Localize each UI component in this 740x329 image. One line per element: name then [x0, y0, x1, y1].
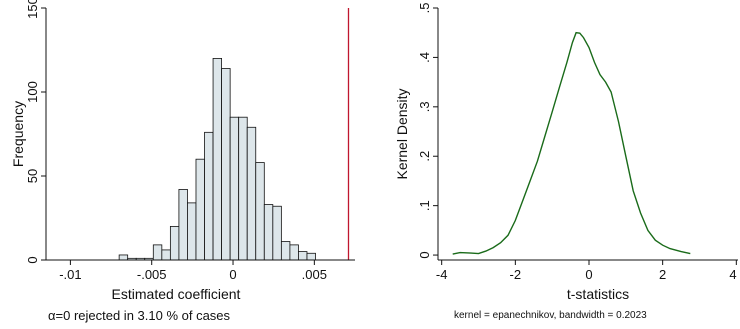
histogram-y-tick-label: 150: [25, 0, 40, 19]
density-y-tick-label: .3: [417, 101, 432, 112]
histogram-bars: [118, 58, 316, 261]
density-x-tick-label: -2: [510, 267, 522, 282]
histogram-x-axis-label: Estimated coefficient: [112, 286, 241, 302]
density-x-tick-label: 4: [729, 267, 736, 282]
histogram-bar: [229, 116, 240, 261]
density-y-tick-label: .2: [417, 151, 432, 162]
density-y-axis-label: Kernel Density: [394, 88, 410, 179]
histogram-bar: [289, 244, 299, 261]
histogram-bar: [161, 249, 171, 261]
histogram-y-tick-label: 0: [25, 256, 40, 263]
density-y-tick-label: .1: [417, 200, 432, 211]
histogram-bar: [263, 204, 274, 261]
histogram-bar: [118, 254, 129, 261]
density-y-tick-label: .5: [417, 3, 432, 14]
histogram-bar: [306, 252, 316, 261]
histogram-y-tick-label: 100: [25, 81, 40, 103]
density-x-axis-label: t-statistics: [567, 286, 629, 302]
histogram-bar: [212, 58, 223, 261]
histogram-panel: -.01 -.005 0 .005 0 50 100 150 Estimated coeffi…: [10, 0, 355, 323]
histogram-bar: [187, 202, 197, 261]
density-note: kernel = epanechnikov, bandwidth = 0.202…: [454, 310, 647, 321]
histogram-bar: [204, 131, 214, 261]
density-curve: [452, 31, 691, 255]
histogram-bar: [255, 162, 265, 261]
histogram-axes: -.01 -.005 0 .005 0 50 100 150: [25, 0, 355, 282]
histogram-bar: [280, 241, 291, 261]
histogram-bar: [246, 126, 257, 261]
histogram-y-tick-label: 50: [25, 169, 40, 183]
histogram-bar: [178, 189, 188, 261]
histogram-bar: [169, 225, 180, 261]
histogram-bar: [238, 116, 248, 261]
histogram-x-tick-label: 0: [229, 267, 236, 282]
histogram-x-tick-label: -.005: [137, 267, 167, 282]
density-y-tick-label: .4: [417, 52, 432, 63]
density-x-tick-label: 0: [585, 267, 592, 282]
density-line-group: [452, 31, 691, 255]
density-axes: -4 -2 0 2 4 0 .1 .2 .3 .4 .5: [417, 3, 738, 282]
density-y-tick-label: 0: [417, 251, 432, 258]
histogram-y-axis-label: Frequency: [10, 101, 26, 167]
histogram-note: α=0 rejected in 3.10 % of cases: [48, 308, 231, 323]
histogram-x-tick-label: .005: [302, 267, 327, 282]
density-x-tick-label: -4: [436, 267, 448, 282]
histogram-bar: [298, 251, 308, 261]
histogram-bar: [272, 205, 282, 261]
histogram-bar: [221, 68, 231, 261]
histogram-x-tick-label: -.01: [59, 267, 81, 282]
histogram-bar: [152, 244, 163, 261]
density-x-tick-label: 2: [659, 267, 666, 282]
density-panel: -4 -2 0 2 4 0 .1 .2 .3 .4 .5 t-statistics Kernel D…: [394, 3, 738, 321]
histogram-bar: [195, 158, 205, 261]
